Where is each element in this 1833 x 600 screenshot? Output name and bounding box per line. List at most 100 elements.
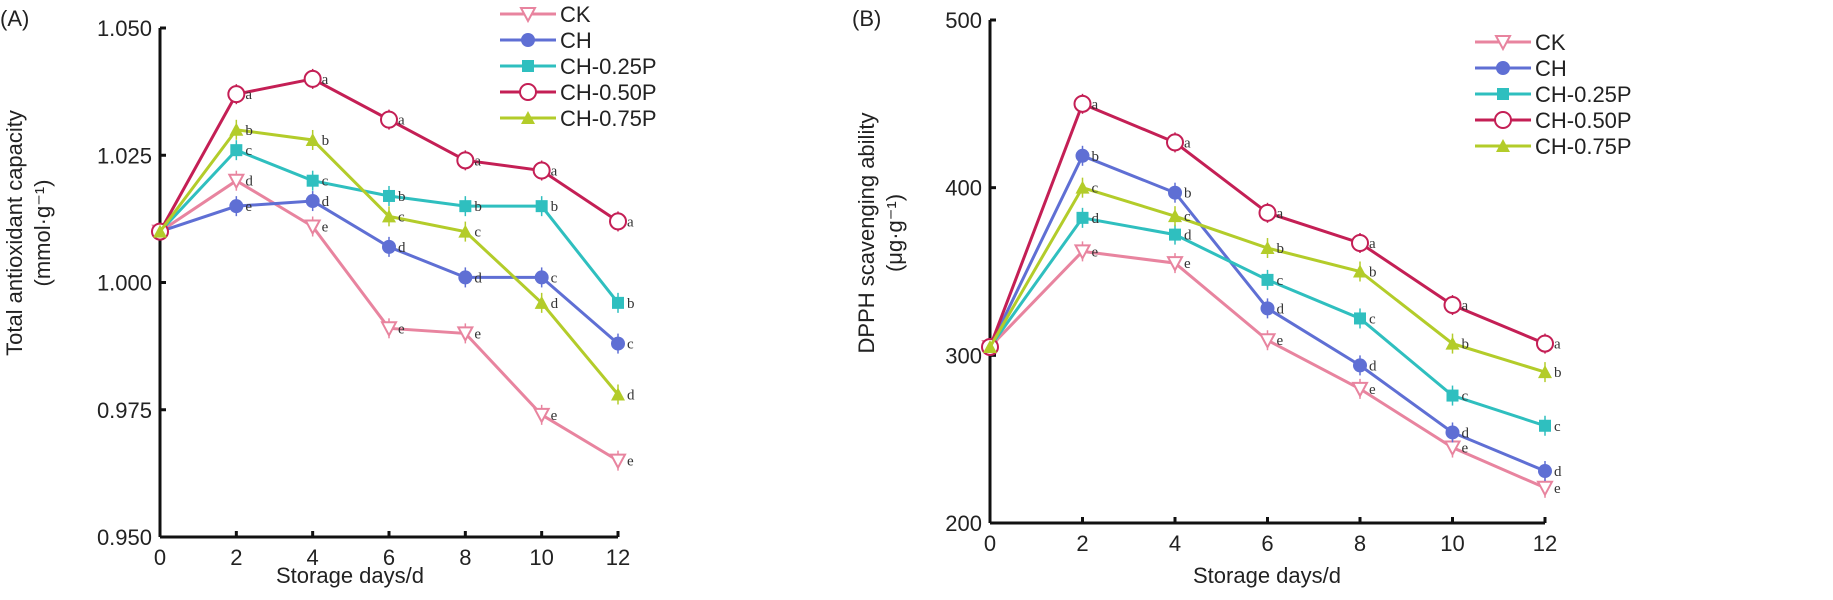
significance-letter: d <box>1277 301 1285 317</box>
legend-label: CK <box>1535 30 1566 55</box>
data-point <box>229 122 244 136</box>
significance-letter: c <box>1462 389 1469 405</box>
x-tick-label: 8 <box>459 545 471 570</box>
legend-item: CH <box>500 28 592 53</box>
significance-letter: d <box>1184 228 1192 244</box>
y-axis-label-b: DPPH scavenging ability <box>854 113 879 354</box>
data-point <box>305 132 320 146</box>
data-point <box>1353 264 1367 278</box>
significance-letter: a <box>551 164 558 180</box>
significance-letter: d <box>1462 425 1470 441</box>
data-point <box>153 224 167 238</box>
significance-letter: d <box>1554 464 1562 480</box>
data-point <box>532 407 551 424</box>
significance-letter: c <box>1092 181 1099 197</box>
y-tick-label: 1.025 <box>97 143 152 168</box>
data-point <box>303 69 322 88</box>
series-ch-0-50p: a a a a a a <box>981 93 1561 356</box>
legend-label: CH-0.50P <box>560 80 657 105</box>
legend-item: CK <box>1475 30 1566 55</box>
data-point <box>1073 94 1092 113</box>
data-point <box>459 200 472 213</box>
data-point <box>305 194 320 209</box>
significance-letter: e <box>245 199 252 215</box>
x-tick-label: 2 <box>1076 531 1088 556</box>
series-ck: e e e e e e <box>981 241 1561 498</box>
x-tick-label: 4 <box>307 545 319 570</box>
panel-label-b: (B) <box>852 6 881 31</box>
significance-letter: b <box>398 189 406 205</box>
data-point <box>230 144 243 157</box>
x-tick-label: 12 <box>606 545 630 570</box>
significance-letter: c <box>322 174 329 190</box>
legend-label: CH-0.75P <box>1535 134 1632 159</box>
legend-label: CH-0.50P <box>1535 108 1632 133</box>
significance-letter: d <box>474 270 482 286</box>
legend-label: CH-0.25P <box>560 54 657 79</box>
legend-marker <box>522 60 534 72</box>
significance-letter: c <box>1184 209 1191 225</box>
y-axis-unit-a: (mmol·g⁻¹) <box>30 180 55 287</box>
x-tick-label: 4 <box>1169 531 1181 556</box>
significance-letter: a <box>322 72 329 88</box>
data-point <box>1258 203 1277 222</box>
legend-marker <box>1497 88 1509 100</box>
data-point <box>1260 301 1275 316</box>
x-tick-label: 0 <box>984 531 996 556</box>
significance-letter: c <box>1277 273 1284 289</box>
significance-letter: b <box>322 133 330 149</box>
significance-letter: e <box>1277 333 1284 349</box>
data-point <box>1075 148 1090 163</box>
data-point <box>227 85 246 104</box>
significance-letter: d <box>551 296 559 312</box>
significance-letter: b <box>551 199 559 215</box>
data-point <box>1445 425 1460 440</box>
significance-letter: a <box>627 214 634 230</box>
x-tick-label: 0 <box>154 545 166 570</box>
significance-letter: b <box>627 296 635 312</box>
y-axis-label-a: Total antioxidant capacity <box>2 110 27 356</box>
data-point <box>306 174 319 187</box>
significance-letter: e <box>1554 481 1561 497</box>
legend-marker <box>1496 139 1510 152</box>
data-point <box>1166 133 1184 152</box>
legend-marker <box>521 111 535 124</box>
data-point <box>456 151 475 170</box>
panel-label-a: (A) <box>0 6 29 31</box>
x-axis-label-b: Storage days/d <box>1193 563 1341 588</box>
legend-label: CK <box>560 2 591 27</box>
data-point <box>611 336 625 351</box>
data-point <box>532 161 551 180</box>
significance-letter: a <box>474 153 481 169</box>
significance-letter: c <box>398 209 405 225</box>
data-point <box>1169 228 1181 241</box>
data-point <box>1166 256 1184 273</box>
data-point <box>1073 244 1092 261</box>
data-point <box>303 219 322 236</box>
significance-letter: d <box>398 240 406 256</box>
x-tick-label: 2 <box>230 545 242 570</box>
legend-marker <box>1494 111 1512 129</box>
significance-letter: c <box>1369 311 1376 327</box>
x-axis-label-a: Storage days/d <box>276 563 424 588</box>
data-point <box>1351 381 1369 398</box>
x-tick-label: 6 <box>1261 531 1273 556</box>
significance-letter: e <box>474 326 481 342</box>
legend-item: CK <box>500 2 591 27</box>
data-point <box>229 199 244 214</box>
data-point <box>1353 358 1367 373</box>
series-ch: e ddd cc <box>153 191 634 354</box>
y-tick-label: 1.000 <box>97 271 152 296</box>
x-tick-label: 6 <box>383 545 395 570</box>
y-tick-label: 0.950 <box>97 525 152 550</box>
significance-letter: e <box>322 220 329 236</box>
legend-label: CH <box>1535 56 1567 81</box>
data-point <box>227 173 246 190</box>
significance-letter: d <box>1092 211 1100 227</box>
significance-letter: e <box>1184 256 1191 272</box>
data-point <box>611 387 625 401</box>
data-point <box>1076 211 1089 224</box>
legend-item: CH-0.50P <box>500 80 657 105</box>
